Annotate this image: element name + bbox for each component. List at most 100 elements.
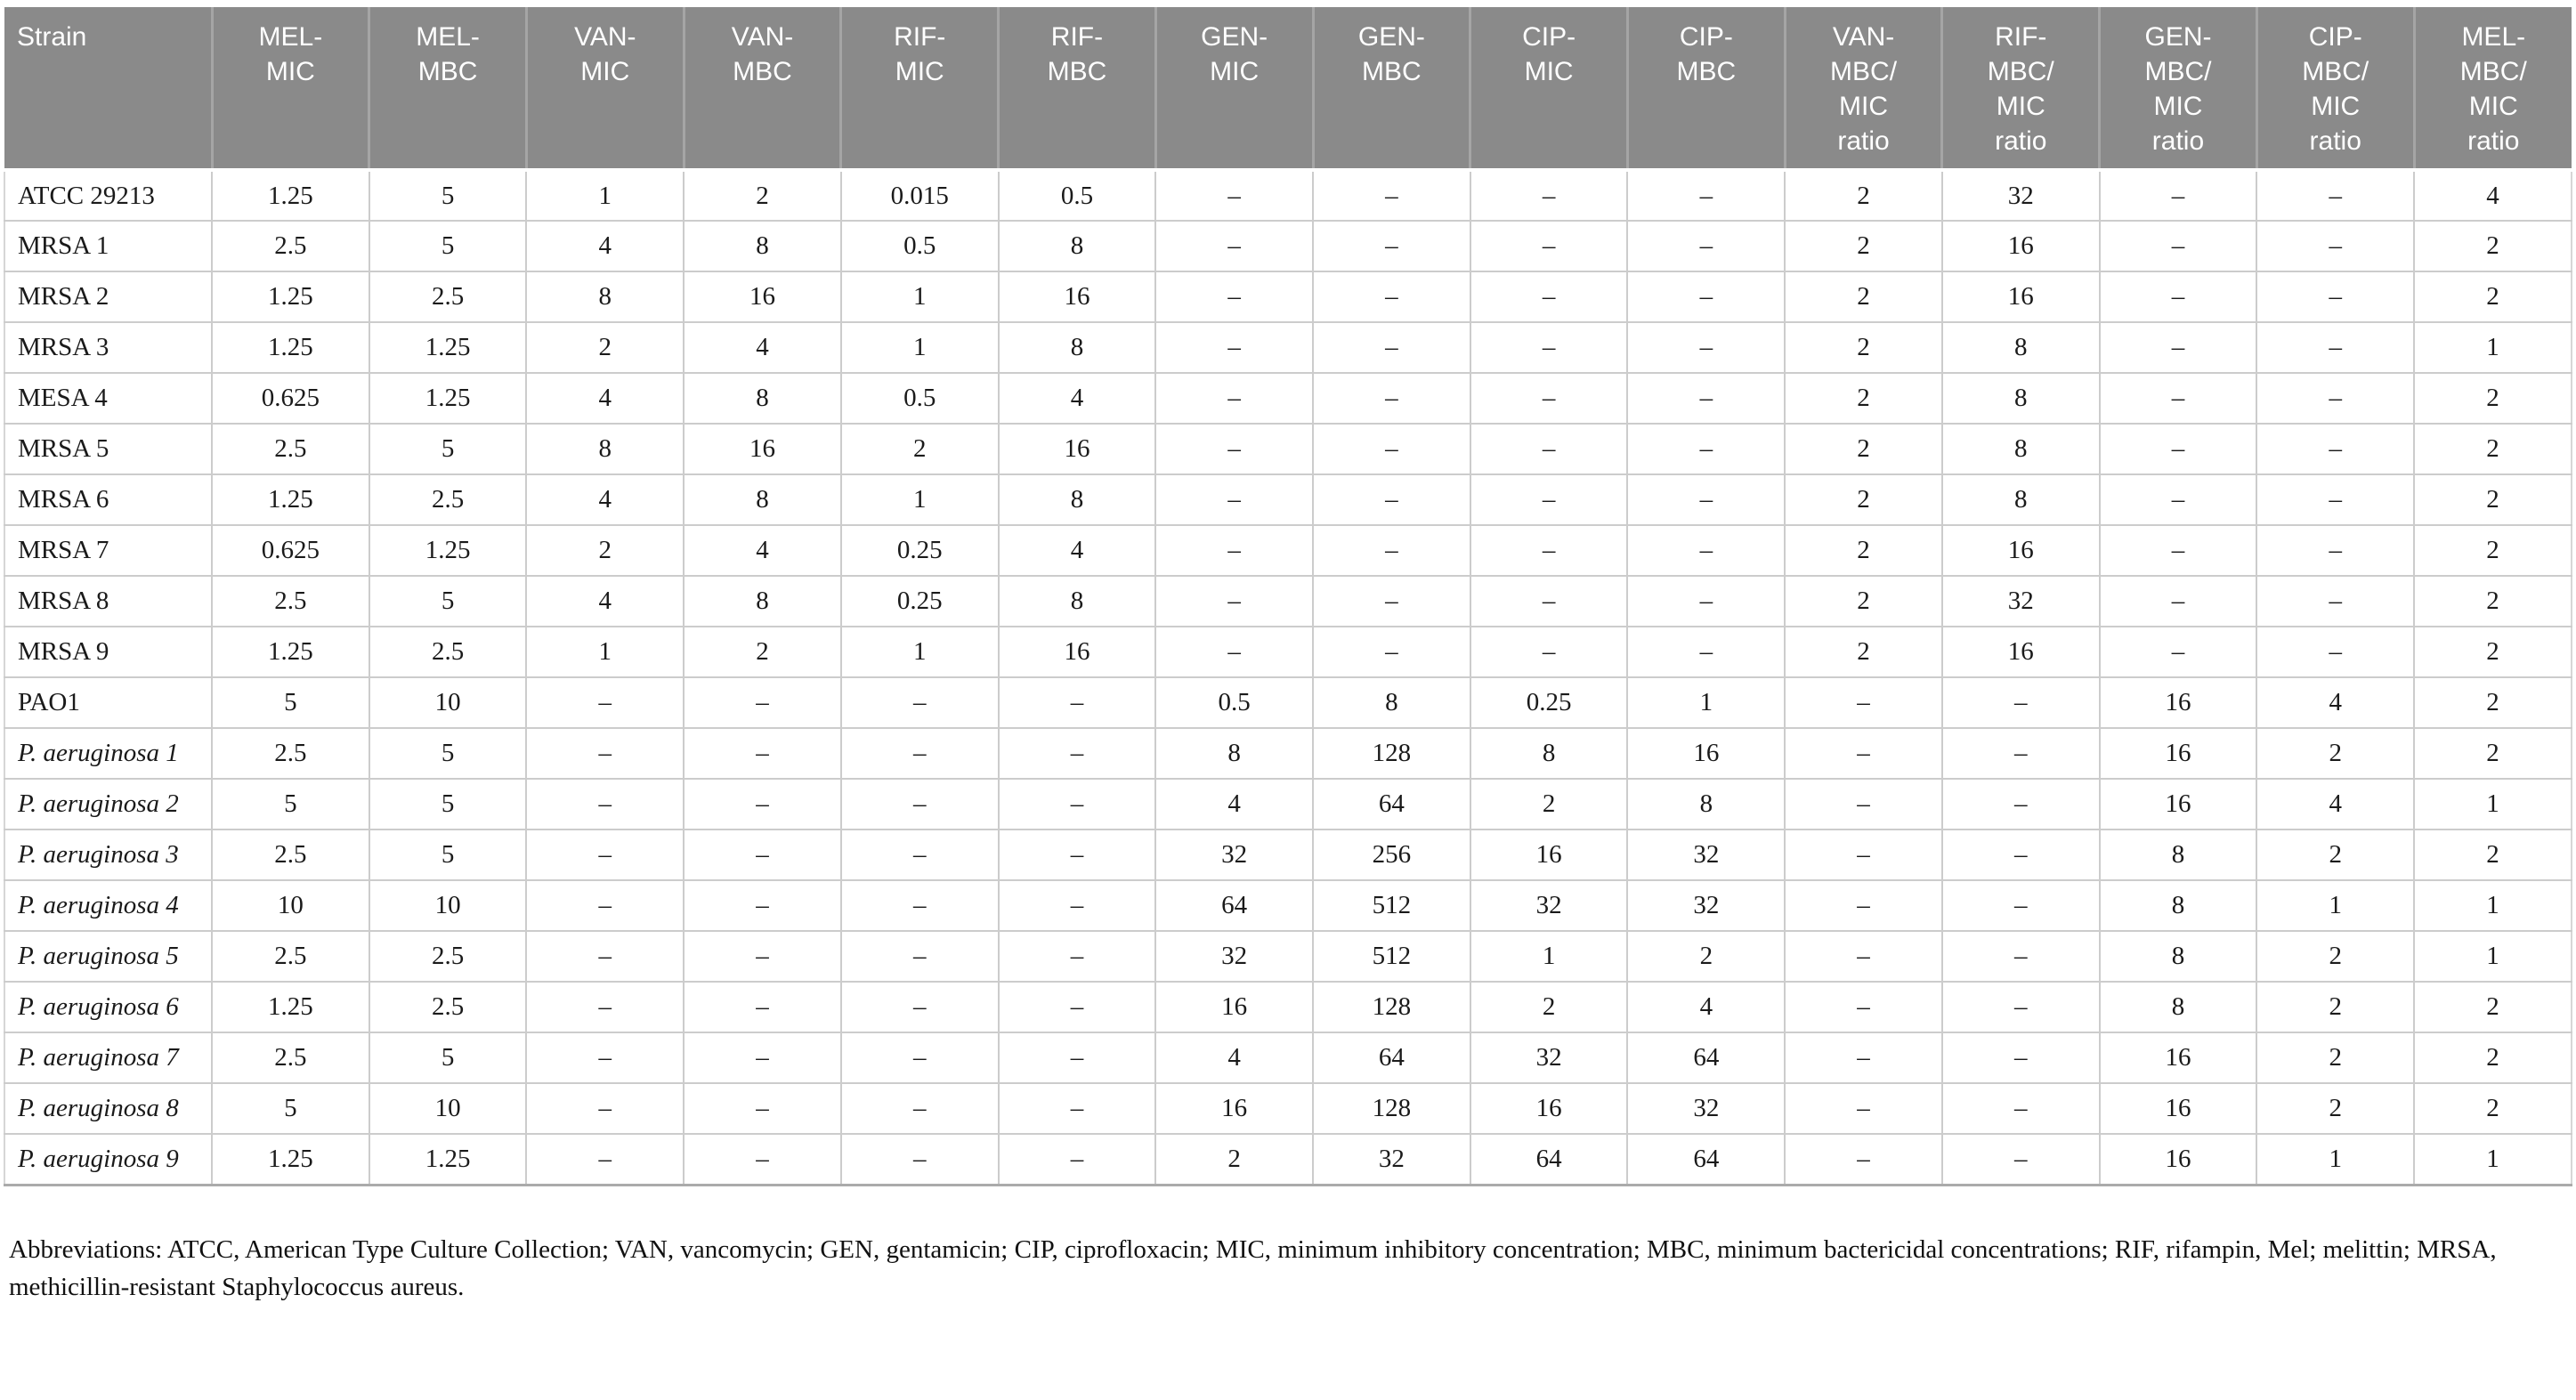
value-cell: –	[1784, 1082, 1943, 1135]
value-cell: 1.25	[211, 626, 370, 678]
value-cell: 2	[1784, 372, 1943, 425]
value-cell: 1	[2413, 930, 2572, 983]
value-cell: 2	[1784, 524, 1943, 577]
value-cell: –	[683, 1133, 842, 1186]
table-row: P. aeruginosa 5 2.5 2.5– – – –32 512 1 2– –8 2 1	[4, 930, 2572, 983]
value-cell: –	[1626, 423, 1786, 475]
value-cell: 16	[2098, 676, 2258, 729]
table-row: MRSA 2 1.25 2.5 8 16 1 16– – – –2 16– –2	[4, 271, 2572, 323]
value-cell: 16	[1154, 1082, 1315, 1135]
value-cell: 2	[1784, 170, 1943, 222]
value-cell: 2	[839, 423, 1000, 475]
value-cell: 1.25	[211, 170, 370, 222]
value-cell: 5	[211, 676, 370, 729]
strain-cell: P. aeruginosa 9	[4, 1133, 213, 1186]
value-cell: –	[2098, 321, 2258, 374]
value-cell: –	[683, 727, 842, 780]
value-cell: –	[997, 981, 1157, 1033]
value-cell: 2	[2413, 676, 2572, 729]
value-cell: 0.25	[839, 524, 1000, 577]
value-cell: 2	[2413, 575, 2572, 627]
value-cell: –	[2256, 575, 2416, 627]
value-cell: –	[1626, 271, 1786, 323]
value-cell: –	[2098, 575, 2258, 627]
strain-cell: ATCC 29213	[4, 170, 213, 222]
value-cell: –	[2098, 524, 2258, 577]
table-row: MRSA 6 1.25 2.5 4 8 1 8– – – –2 8– –2	[4, 473, 2572, 526]
value-cell: –	[2256, 524, 2416, 577]
value-cell: –	[1469, 473, 1629, 526]
value-cell: 5	[211, 778, 370, 830]
value-cell: 0.25	[1469, 676, 1629, 729]
table-row: MRSA 5 2.5 5 8 16 2 16– – – –2 8– –2	[4, 423, 2572, 475]
value-cell: –	[1940, 1032, 2101, 1084]
value-cell: 4	[525, 220, 685, 272]
value-cell: 128	[1312, 1082, 1471, 1135]
column-header: GEN- MIC	[1154, 7, 1314, 172]
column-header: RIF- MIC	[839, 7, 999, 172]
value-cell: 2	[2413, 220, 2572, 272]
page: Strain MEL- MIC MEL- MBC VAN- MIC VAN- MBC RI…	[4, 7, 2572, 1301]
strain-cell: MRSA 3	[4, 321, 213, 374]
value-cell: 2.5	[211, 930, 370, 983]
value-cell: –	[839, 1032, 1000, 1084]
column-header: MEL- MBC/ MIC ratio	[2412, 7, 2572, 172]
value-cell: –	[997, 930, 1157, 983]
value-cell: 2.5	[211, 829, 370, 881]
value-cell: 4	[997, 372, 1157, 425]
value-cell: –	[839, 829, 1000, 881]
value-cell: 2.5	[368, 930, 528, 983]
value-cell: 32	[1154, 930, 1315, 983]
value-cell: 4	[525, 575, 685, 627]
strain-cell: P. aeruginosa 7	[4, 1032, 213, 1084]
value-cell: –	[1626, 575, 1786, 627]
column-header: VAN- MBC/ MIC ratio	[1783, 7, 1942, 172]
value-cell: –	[1626, 372, 1786, 425]
value-cell: 1	[525, 626, 685, 678]
value-cell: –	[839, 1082, 1000, 1135]
strain-cell: P. aeruginosa 6	[4, 981, 213, 1033]
value-cell: 32	[1940, 575, 2101, 627]
value-cell: 8	[1626, 778, 1786, 830]
value-cell: –	[1940, 829, 2101, 881]
value-cell: 2	[2413, 981, 2572, 1033]
value-cell: 8	[997, 220, 1157, 272]
table-row: P. aeruginosa 3 2.5 5– – – –32 256 16 32– –8 2 2	[4, 829, 2572, 881]
value-cell: 2	[1784, 575, 1943, 627]
value-cell: 1.25	[211, 271, 370, 323]
value-cell: 1	[1469, 930, 1629, 983]
value-cell: 1	[525, 170, 685, 222]
strain-cell: MRSA 6	[4, 473, 213, 526]
strain-cell: MRSA 8	[4, 575, 213, 627]
value-cell: 256	[1312, 829, 1471, 881]
value-cell: 10	[368, 1082, 528, 1135]
table-row: P. aeruginosa 4 10 10– – – –64 512 32 32– –8 1 1	[4, 879, 2572, 932]
value-cell: –	[1784, 829, 1943, 881]
strain-cell: MRSA 2	[4, 271, 213, 323]
column-header: MEL- MIC	[210, 7, 369, 172]
value-cell: 8	[2098, 981, 2258, 1033]
value-cell: 8	[997, 473, 1157, 526]
value-cell: –	[997, 778, 1157, 830]
value-cell: 5	[368, 575, 528, 627]
value-cell: 32	[1469, 879, 1629, 932]
value-cell: 64	[1626, 1133, 1786, 1186]
value-cell: 10	[211, 879, 370, 932]
strain-cell: MRSA 1	[4, 220, 213, 272]
value-cell: 1	[839, 271, 1000, 323]
value-cell: 4	[1626, 981, 1786, 1033]
value-cell: 16	[1940, 220, 2101, 272]
value-cell: 32	[1469, 1032, 1629, 1084]
value-cell: –	[997, 1133, 1157, 1186]
value-cell: 64	[1312, 1032, 1471, 1084]
strain-cell: MRSA 9	[4, 626, 213, 678]
column-header: VAN- MIC	[524, 7, 685, 172]
value-cell: 32	[1626, 879, 1786, 932]
table-body: ATCC 29213 1.25 5 1 2 0.015 0.5– – – –2 32– –4 MRSA …	[4, 170, 2572, 1186]
value-cell: –	[2256, 271, 2416, 323]
value-cell: –	[2256, 321, 2416, 374]
value-cell: –	[2256, 170, 2416, 222]
value-cell: –	[997, 879, 1157, 932]
value-cell: –	[1154, 423, 1315, 475]
value-cell: 4	[525, 372, 685, 425]
